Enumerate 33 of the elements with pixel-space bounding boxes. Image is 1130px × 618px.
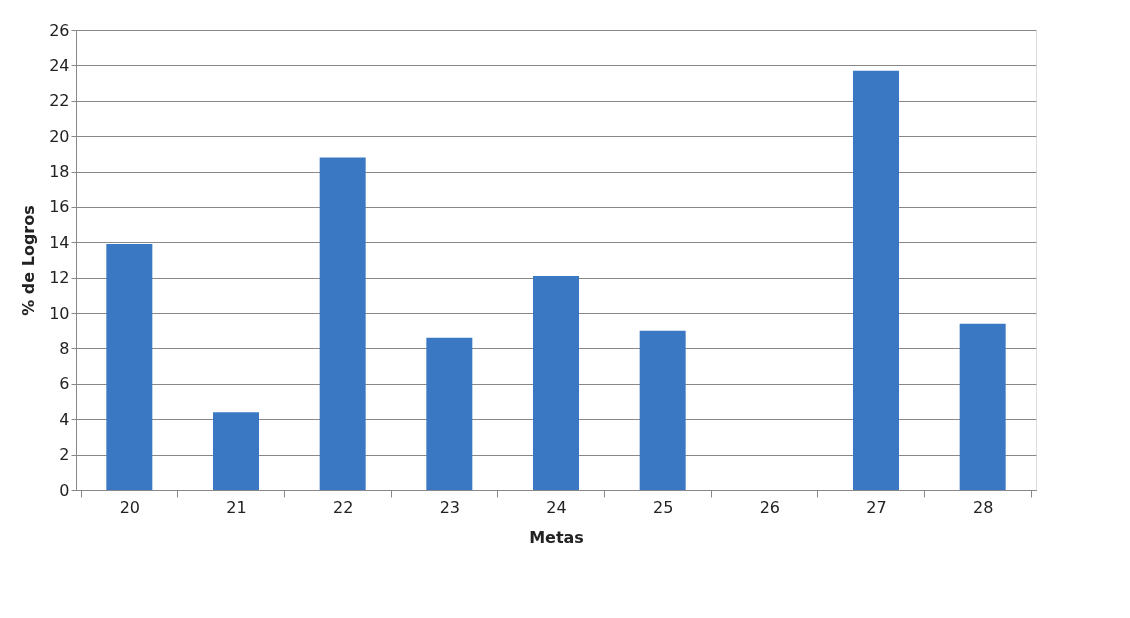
- bar: [959, 323, 1006, 490]
- y-axis-title: % de Logros: [19, 205, 39, 316]
- y-tick-label: 10: [49, 303, 70, 323]
- bar: [639, 330, 686, 490]
- bar: [106, 244, 153, 490]
- y-tick-label: 4: [59, 409, 70, 429]
- y-tick-label: 16: [49, 197, 70, 217]
- y-tick-label: 20: [49, 126, 70, 146]
- x-tick-label: 27: [866, 497, 887, 517]
- x-tick-label: 26: [759, 497, 781, 517]
- y-tick-label: 6: [59, 374, 70, 394]
- x-tick-label: 24: [546, 497, 567, 517]
- x-tick-label: 23: [439, 497, 461, 517]
- y-tick-label: 26: [49, 20, 70, 40]
- x-axis-title: Metas: [529, 527, 584, 547]
- bar: [319, 157, 366, 490]
- bar: [533, 275, 579, 490]
- bar: [426, 337, 473, 490]
- y-tick-label: 18: [49, 162, 70, 182]
- x-tick-label: 20: [119, 497, 141, 517]
- y-tick-label: 12: [49, 268, 70, 288]
- y-tick-label: 24: [49, 55, 70, 75]
- bar: [853, 70, 899, 490]
- bar: [213, 412, 259, 490]
- y-tick-label: 14: [49, 232, 70, 252]
- y-tick-label: 22: [49, 91, 70, 111]
- y-tick-label: 0: [59, 480, 70, 500]
- y-tick-label: 2: [59, 445, 70, 465]
- x-tick-label: 25: [652, 497, 674, 517]
- x-tick-label: 21: [226, 497, 247, 517]
- x-tick-label: 28: [972, 497, 994, 517]
- x-tick-label: 22: [332, 497, 354, 517]
- y-tick-label: 8: [59, 338, 70, 358]
